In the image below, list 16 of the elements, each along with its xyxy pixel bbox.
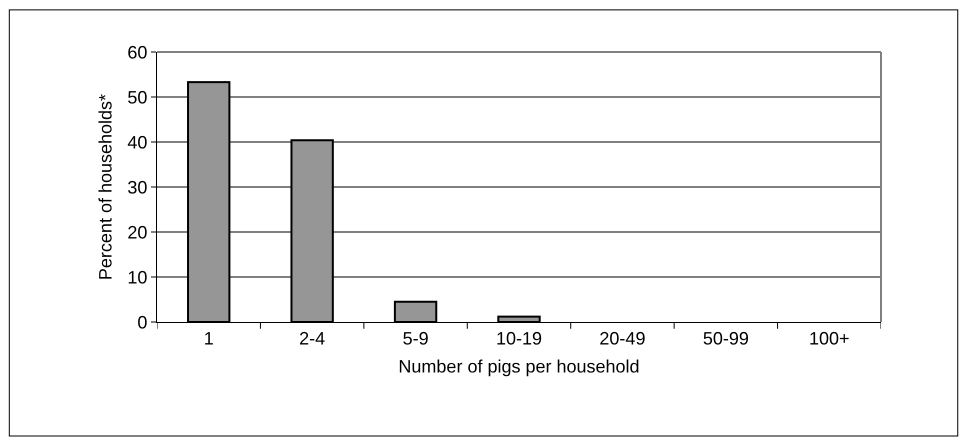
x-tick-label: 1	[204, 328, 214, 349]
x-tick-label: 10-19	[496, 328, 542, 349]
y-tick-label: 40	[127, 132, 148, 152]
y-tick-label: 50	[127, 87, 148, 108]
x-tick-label: 50-99	[702, 328, 749, 349]
x-axis-title: Number of pigs per household	[398, 356, 640, 377]
y-tick-label: 20	[127, 222, 148, 242]
y-tick-label: 0	[137, 312, 148, 332]
y-tick-label: 60	[127, 42, 148, 62]
x-tick-label: 20-49	[599, 328, 646, 349]
x-tick-label: 100+	[809, 328, 850, 349]
y-axis-title: Percent of households*	[96, 94, 116, 280]
x-tick-label: 5-9	[402, 328, 429, 349]
y-tick-label: 30	[127, 177, 148, 198]
x-tick-label: 2-4	[299, 328, 326, 349]
y-tick-label: 10	[127, 267, 148, 288]
